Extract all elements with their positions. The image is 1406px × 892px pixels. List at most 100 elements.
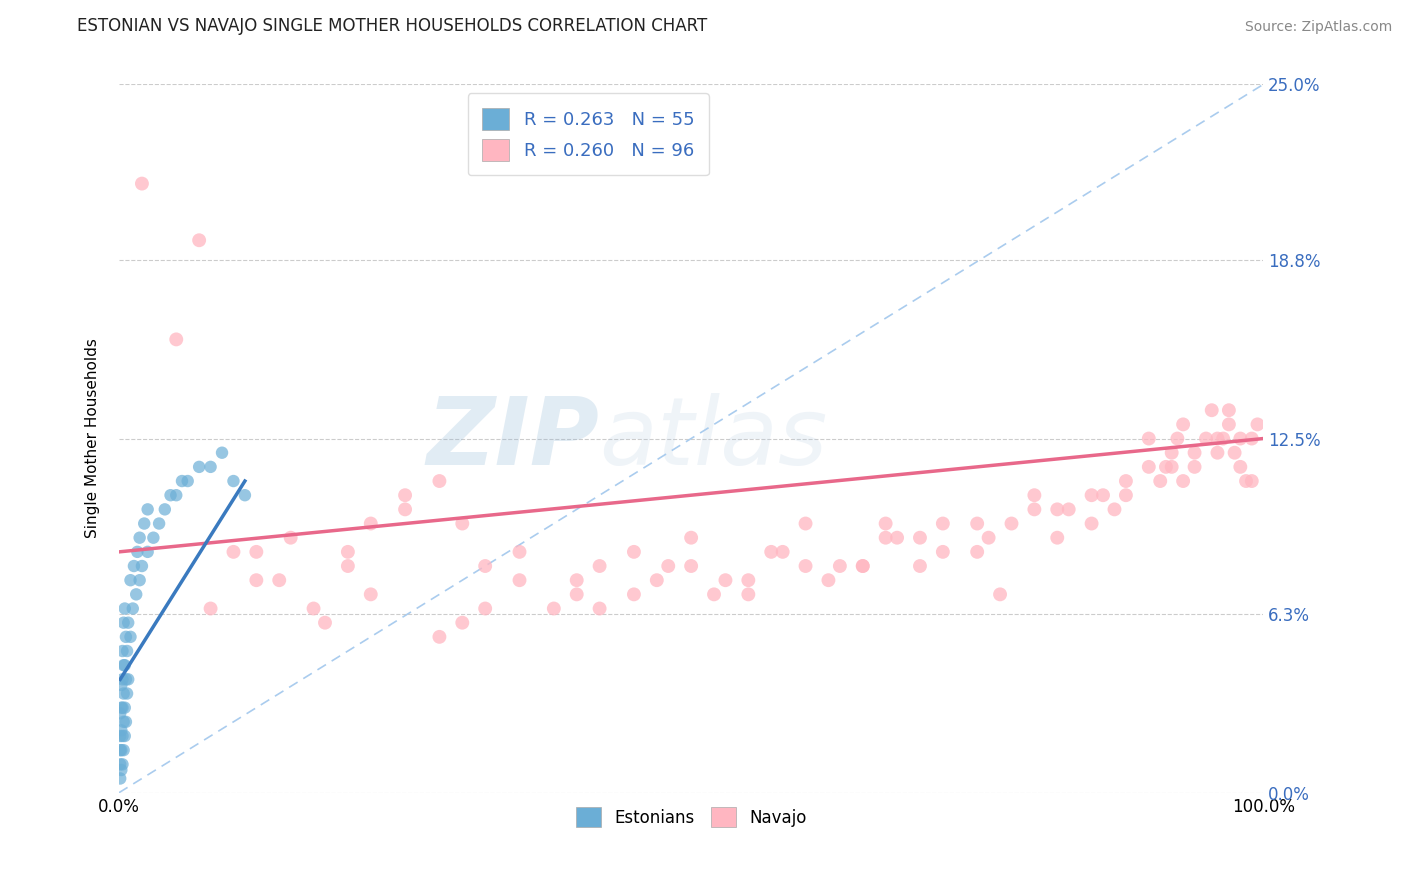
Point <box>1240 474 1263 488</box>
Point <box>966 516 988 531</box>
Point <box>1046 531 1069 545</box>
Point <box>1212 432 1234 446</box>
Point <box>153 502 176 516</box>
Point <box>114 729 136 743</box>
Point <box>966 545 988 559</box>
Text: ESTONIAN VS NAVAJO SINGLE MOTHER HOUSEHOLDS CORRELATION CHART: ESTONIAN VS NAVAJO SINGLE MOTHER HOUSEHO… <box>77 17 707 35</box>
Point <box>112 615 135 630</box>
Point <box>394 502 416 516</box>
Point <box>1240 432 1263 446</box>
Point <box>1229 432 1251 446</box>
Point <box>188 459 211 474</box>
Point <box>110 700 132 714</box>
Point <box>302 601 325 615</box>
Point <box>188 233 211 247</box>
Point <box>1184 459 1206 474</box>
Text: atlas: atlas <box>599 393 828 484</box>
Point <box>772 545 794 559</box>
Point <box>761 545 783 559</box>
Point <box>1115 474 1137 488</box>
Point <box>176 474 198 488</box>
Point <box>108 729 131 743</box>
Point <box>828 559 851 574</box>
Point <box>222 545 245 559</box>
Point <box>148 516 170 531</box>
Point <box>165 488 187 502</box>
Point <box>128 531 150 545</box>
Point <box>115 673 138 687</box>
Point <box>115 644 138 658</box>
Point <box>737 573 759 587</box>
Point <box>314 615 336 630</box>
Point <box>1206 432 1229 446</box>
Point <box>245 545 267 559</box>
Point <box>142 531 165 545</box>
Point <box>1115 488 1137 502</box>
Point <box>508 545 530 559</box>
Point <box>108 706 131 721</box>
Text: Source: ZipAtlas.com: Source: ZipAtlas.com <box>1244 21 1392 34</box>
Point <box>1154 459 1177 474</box>
Point <box>114 700 136 714</box>
Point <box>108 772 131 786</box>
Point <box>565 573 588 587</box>
Point <box>1137 432 1160 446</box>
Point <box>200 459 222 474</box>
Point <box>128 573 150 587</box>
Point <box>111 757 134 772</box>
Point <box>1171 474 1194 488</box>
Point <box>565 587 588 601</box>
Point <box>1092 488 1115 502</box>
Point <box>165 332 187 346</box>
Point <box>360 516 382 531</box>
Point <box>623 545 645 559</box>
Point <box>112 686 135 700</box>
Point <box>508 573 530 587</box>
Point <box>1149 474 1171 488</box>
Point <box>127 545 149 559</box>
Point <box>1080 488 1102 502</box>
Point <box>121 601 143 615</box>
Point <box>115 686 138 700</box>
Point <box>1046 502 1069 516</box>
Point <box>115 714 138 729</box>
Point <box>1137 459 1160 474</box>
Point <box>681 531 703 545</box>
Point <box>112 743 135 757</box>
Point <box>125 587 148 601</box>
Point <box>111 729 134 743</box>
Y-axis label: Single Mother Households: Single Mother Households <box>86 339 100 539</box>
Point <box>110 763 132 777</box>
Point <box>115 630 138 644</box>
Point <box>1171 417 1194 432</box>
Point <box>875 516 897 531</box>
Point <box>120 573 142 587</box>
Point <box>714 573 737 587</box>
Point <box>657 559 679 574</box>
Point <box>1229 459 1251 474</box>
Point <box>588 601 610 615</box>
Point <box>1206 446 1229 460</box>
Point <box>1234 474 1257 488</box>
Point <box>1166 432 1188 446</box>
Point <box>875 531 897 545</box>
Point <box>737 587 759 601</box>
Point <box>474 601 496 615</box>
Point <box>117 615 139 630</box>
Point <box>136 545 159 559</box>
Point <box>112 714 135 729</box>
Point <box>131 559 153 574</box>
Point <box>451 615 474 630</box>
Point <box>1223 446 1246 460</box>
Point <box>1080 516 1102 531</box>
Point <box>1057 502 1080 516</box>
Point <box>110 723 132 738</box>
Point <box>280 531 302 545</box>
Point <box>170 474 193 488</box>
Point <box>117 673 139 687</box>
Text: ZIP: ZIP <box>427 392 599 484</box>
Point <box>852 559 875 574</box>
Point <box>588 559 610 574</box>
Point <box>852 559 875 574</box>
Point <box>112 658 135 673</box>
